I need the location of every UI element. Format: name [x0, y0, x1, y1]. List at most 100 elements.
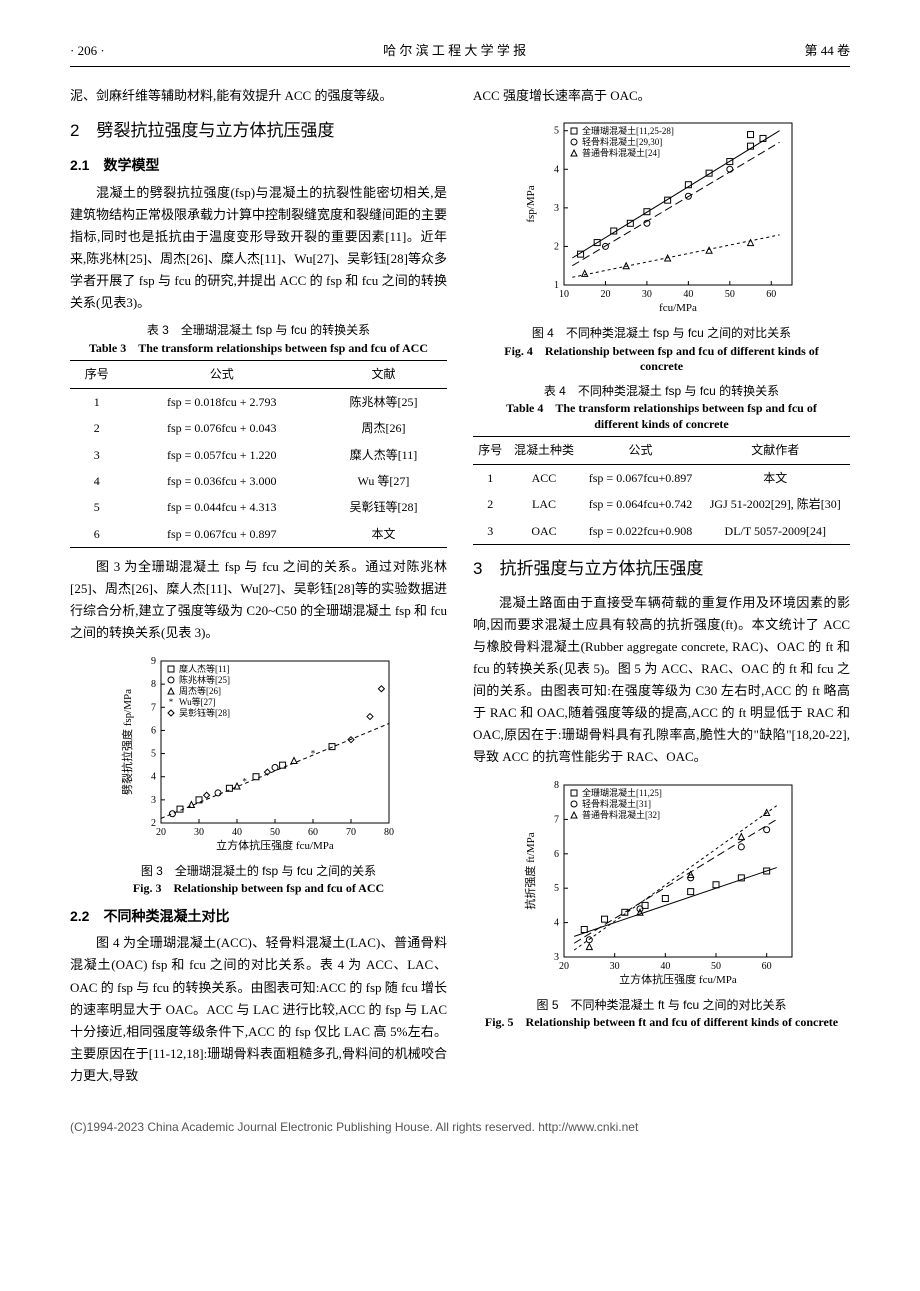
p-3: 混凝土路面由于直接受车辆荷载的重复作用及环境因素的影响,因而要求混凝土应具有较高…: [473, 592, 850, 769]
svg-text:*: *: [168, 697, 173, 707]
fig4-caption-en: Fig. 4 Relationship between fsp and fcu …: [473, 344, 850, 375]
svg-text:5: 5: [554, 126, 559, 137]
fig3-caption-cn: 图 3 全珊瑚混凝土的 fsp 与 fcu 之间的关系: [70, 861, 447, 881]
svg-text:50: 50: [270, 827, 280, 838]
figure-5: 2030405060345678立方体抗压强度 fcu/MPa抗折强度 ft/M…: [473, 777, 850, 987]
table-cell: Wu 等[27]: [320, 468, 447, 494]
svg-text:4: 4: [554, 164, 559, 175]
table-cell: 2: [70, 415, 124, 441]
p-2-1: 混凝土的劈裂抗拉强度(fsp)与混凝土的抗裂性能密切相关,是建筑物结构正常极限承…: [70, 182, 447, 315]
section-2-2-title: 2.2 不同种类混凝土对比: [70, 905, 447, 929]
svg-text:70: 70: [346, 827, 356, 838]
svg-text:7: 7: [151, 702, 156, 713]
svg-text:10: 10: [559, 289, 569, 300]
table-cell: 糜人杰等[11]: [320, 442, 447, 468]
svg-text:40: 40: [683, 289, 693, 300]
table4-caption-cn: 表 4 不同种类混凝土 fsp 与 fcu 的转换关系: [473, 381, 850, 401]
svg-text:60: 60: [308, 827, 318, 838]
svg-text:陈兆林等[25]: 陈兆林等[25]: [179, 674, 230, 685]
svg-text:普通骨料混凝土[32]: 普通骨料混凝土[32]: [582, 809, 660, 820]
table-row: 2fsp = 0.076fcu + 0.043周杰[26]: [70, 415, 447, 441]
table-cell: fsp = 0.067fcu+0.897: [581, 464, 701, 491]
svg-text:糜人杰等[11]: 糜人杰等[11]: [179, 663, 230, 674]
table-cell: 本文: [701, 464, 851, 491]
section-2-title: 2 劈裂抗拉强度与立方体抗压强度: [70, 117, 447, 146]
svg-text:轻骨料混凝土[31]: 轻骨料混凝土[31]: [582, 798, 651, 809]
svg-text:20: 20: [559, 961, 569, 972]
table-cell: 周杰[26]: [320, 415, 447, 441]
fig5-caption-en: Fig. 5 Relationship between ft and fcu o…: [473, 1015, 850, 1031]
svg-text:fsp/MPa: fsp/MPa: [525, 185, 537, 222]
svg-text:80: 80: [384, 827, 394, 838]
table-cell: ACC: [507, 464, 580, 491]
table-cell: JGJ 51-2002[29], 陈岩[30]: [701, 491, 851, 517]
volume: 第 44 卷: [804, 40, 850, 62]
table-cell: 6: [70, 521, 124, 548]
table-cell: DL/T 5057-2009[24]: [701, 518, 851, 545]
page-footer: (C)1994-2023 China Academic Journal Elec…: [70, 1117, 850, 1137]
svg-text:*: *: [242, 776, 247, 786]
svg-text:立方体抗压强度 fcu/MPa: 立方体抗压强度 fcu/MPa: [619, 972, 737, 986]
table3-caption-en: Table 3 The transform relationships betw…: [70, 341, 447, 357]
svg-text:8: 8: [554, 780, 559, 791]
svg-text:劈裂抗拉强度 fsp/MPa: 劈裂抗拉强度 fsp/MPa: [120, 688, 134, 794]
table-cell: fsp = 0.064fcu+0.742: [581, 491, 701, 517]
svg-text:2: 2: [554, 242, 559, 253]
p-after-t3: 图 3 为全珊瑚混凝土 fsp 与 fcu 之间的关系。通过对陈兆林[25]、周…: [70, 556, 447, 644]
table-4: 序号混凝土种类公式文献作者 1ACCfsp = 0.067fcu+0.897本文…: [473, 436, 850, 545]
table-row: 5fsp = 0.044fcu + 4.313吴彰钰等[28]: [70, 494, 447, 520]
page-number: · 206 ·: [70, 40, 105, 62]
table-row: 4fsp = 0.036fcu + 3.000Wu 等[27]: [70, 468, 447, 494]
table-cell: 4: [70, 468, 124, 494]
svg-text:吴彰钰等[28]: 吴彰钰等[28]: [179, 707, 230, 718]
svg-text:9: 9: [151, 656, 156, 667]
left-column: 泥、剑麻纤维等辅助材料,能有效提升 ACC 的强度等级。 2 劈裂抗拉强度与立方…: [70, 85, 447, 1087]
table-header: 序号: [473, 437, 507, 464]
intro-cont: 泥、剑麻纤维等辅助材料,能有效提升 ACC 的强度等级。: [70, 85, 447, 107]
right-top: ACC 强度增长速率高于 OAC。: [473, 85, 850, 107]
table-row: 1fsp = 0.018fcu + 2.793陈兆林等[25]: [70, 388, 447, 415]
svg-text:3: 3: [554, 203, 559, 214]
svg-text:全珊瑚混凝土[11,25]: 全珊瑚混凝土[11,25]: [582, 787, 662, 798]
table-row: 2LACfsp = 0.064fcu+0.742JGJ 51-2002[29],…: [473, 491, 850, 517]
svg-text:8: 8: [151, 679, 156, 690]
table-cell: fsp = 0.036fcu + 3.000: [124, 468, 320, 494]
svg-text:全珊瑚混凝土[11,25-28]: 全珊瑚混凝土[11,25-28]: [582, 125, 674, 136]
table-row: 3OACfsp = 0.022fcu+0.908DL/T 5057-2009[2…: [473, 518, 850, 545]
table-row: 1ACCfsp = 0.067fcu+0.897本文: [473, 464, 850, 491]
svg-text:6: 6: [554, 848, 559, 859]
table-header: 混凝土种类: [507, 437, 580, 464]
svg-text:6: 6: [151, 725, 156, 736]
table-row: 3fsp = 0.057fcu + 1.220糜人杰等[11]: [70, 442, 447, 468]
fig4-caption-cn: 图 4 不同种类混凝土 fsp 与 fcu 之间的对比关系: [473, 323, 850, 343]
fig5-caption-cn: 图 5 不同种类混凝土 ft 与 fcu 之间的对比关系: [473, 995, 850, 1015]
svg-text:4: 4: [151, 771, 156, 782]
section-3-title: 3 抗折强度与立方体抗压强度: [473, 555, 850, 584]
table4-caption-en: Table 4 The transform relationships betw…: [473, 401, 850, 432]
figure-4: 10203040506012345fcu/MPafsp/MPa全珊瑚混凝土[11…: [473, 115, 850, 315]
table-header: 文献: [320, 361, 447, 388]
svg-text:20: 20: [600, 289, 610, 300]
svg-text:周杰等[26]: 周杰等[26]: [179, 685, 221, 696]
svg-text:60: 60: [766, 289, 776, 300]
table-cell: 1: [70, 388, 124, 415]
table-cell: 3: [473, 518, 507, 545]
svg-text:抗折强度 ft/MPa: 抗折强度 ft/MPa: [523, 832, 537, 909]
section-2-1-title: 2.1 数学模型: [70, 154, 447, 178]
svg-text:Wu等[27]: Wu等[27]: [179, 696, 216, 707]
table-cell: 本文: [320, 521, 447, 548]
table-cell: 吴彰钰等[28]: [320, 494, 447, 520]
svg-text:2: 2: [151, 818, 156, 829]
svg-text:20: 20: [156, 827, 166, 838]
svg-text:50: 50: [724, 289, 734, 300]
svg-text:*: *: [310, 748, 315, 758]
table-cell: fsp = 0.076fcu + 0.043: [124, 415, 320, 441]
table3-caption-cn: 表 3 全珊瑚混凝土 fsp 与 fcu 的转换关系: [70, 320, 447, 340]
p-2-2: 图 4 为全珊瑚混凝土(ACC)、轻骨料混凝土(LAC)、普通骨料混凝土(OAC…: [70, 932, 447, 1087]
table-cell: fsp = 0.067fcu + 0.897: [124, 521, 320, 548]
table-cell: fsp = 0.057fcu + 1.220: [124, 442, 320, 468]
svg-text:5: 5: [554, 883, 559, 894]
svg-text:4: 4: [554, 917, 559, 928]
table-cell: 陈兆林等[25]: [320, 388, 447, 415]
table-cell: fsp = 0.044fcu + 4.313: [124, 494, 320, 520]
